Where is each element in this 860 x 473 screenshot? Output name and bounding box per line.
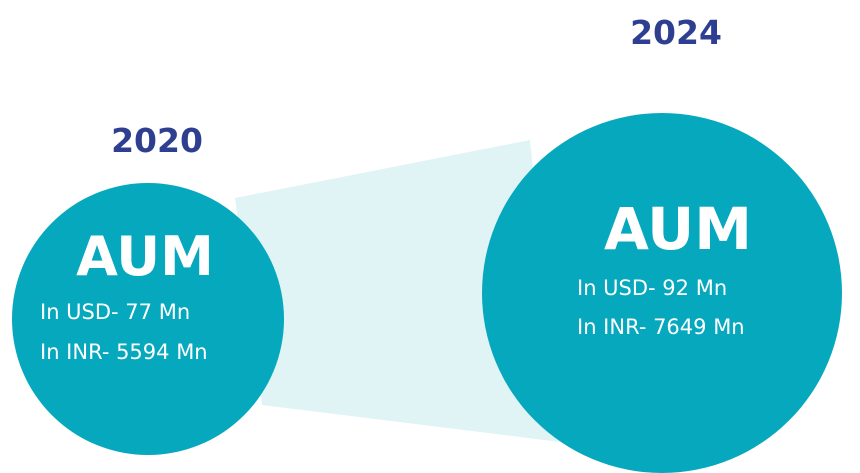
panel-line: In INR- 5594 Mn xyxy=(40,340,208,364)
panel-line: In INR- 7649 Mn xyxy=(577,315,745,339)
circle-2020 xyxy=(12,183,284,455)
year-label: 2020 xyxy=(111,121,203,160)
circle-2024 xyxy=(482,113,842,473)
panel-title: AUM xyxy=(604,195,752,263)
panel-line: In USD- 77 Mn xyxy=(40,300,190,324)
panel-title: AUM xyxy=(76,225,214,288)
year-label: 2024 xyxy=(630,13,722,52)
connector xyxy=(235,140,560,442)
panel-line: In USD- 92 Mn xyxy=(577,276,727,300)
